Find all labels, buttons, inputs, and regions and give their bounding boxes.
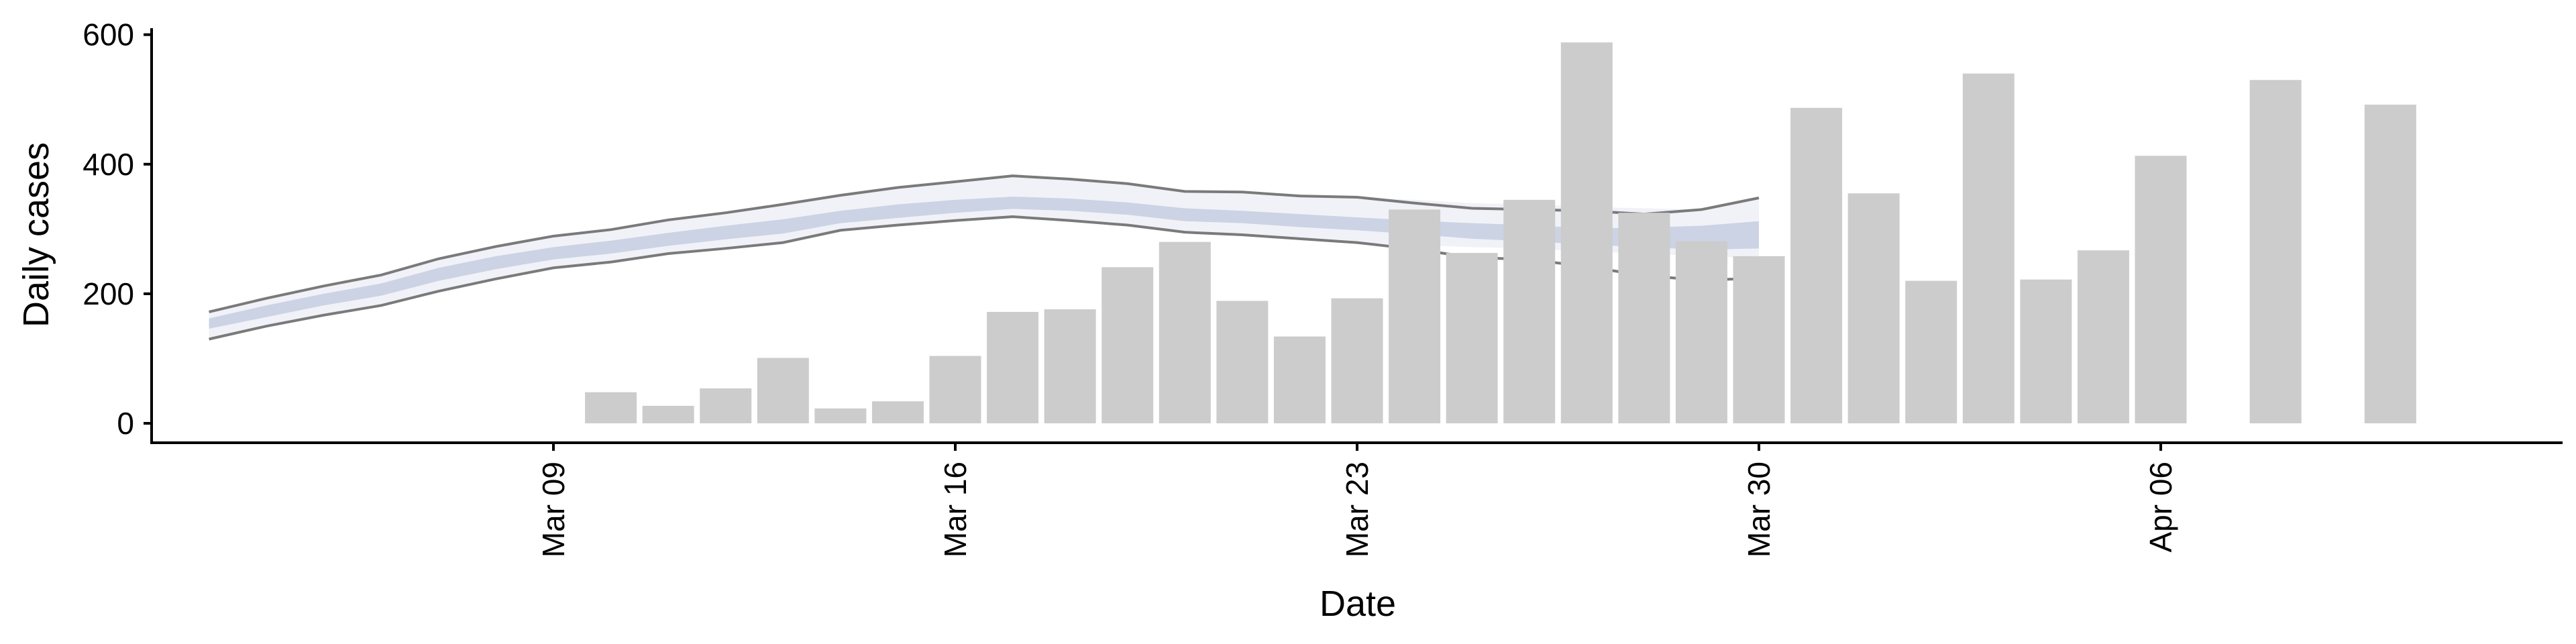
bar-2020-03-11	[642, 405, 694, 424]
bar-2020-03-19	[1102, 267, 1154, 424]
lower-bound-line	[209, 215, 1760, 341]
y-tick-label-600: 600	[83, 17, 134, 52]
bar-2020-04-03	[1962, 73, 2015, 424]
outer-interval-area	[209, 176, 1759, 339]
bar-2020-03-14	[814, 408, 867, 424]
bar-2020-04-08	[2249, 80, 2302, 424]
bar-2020-03-21	[1216, 301, 1269, 424]
bar-2020-03-24	[1389, 209, 1441, 424]
x-axis-title: Date	[1320, 584, 1396, 624]
x-tick-label-apr-06: Apr 06	[2143, 462, 2178, 553]
bar-2020-03-27	[1560, 42, 1613, 424]
bar-2020-03-16	[929, 356, 981, 424]
bars-layer	[585, 42, 2416, 424]
upper-bound-line	[209, 174, 1760, 313]
bar-2020-04-05	[2077, 250, 2129, 424]
inner-interval-area	[209, 197, 1759, 329]
bar-2020-03-22	[1273, 336, 1326, 424]
bar-2020-03-31	[1790, 107, 1843, 424]
x-tick-label-mar-16: Mar 16	[938, 462, 973, 557]
bar-2020-04-10	[2364, 104, 2416, 424]
bar-2020-03-25	[1446, 253, 1498, 424]
bar-2020-03-30	[1733, 256, 1785, 424]
y-tick-label-400: 400	[83, 147, 134, 182]
x-tick-label-mar-30: Mar 30	[1741, 462, 1776, 557]
bar-2020-03-26	[1503, 199, 1556, 424]
bar-2020-03-15	[871, 401, 924, 424]
bar-2020-03-10	[585, 392, 637, 424]
x-tick-label-mar-09: Mar 09	[536, 462, 571, 557]
bar-2020-04-06	[2135, 156, 2187, 424]
bar-2020-03-17	[987, 311, 1039, 424]
bar-2020-03-13	[757, 358, 809, 424]
y-tick-label-0: 0	[117, 406, 134, 441]
bar-2020-03-29	[1675, 241, 1727, 424]
bar-2020-03-23	[1331, 298, 1383, 424]
y-ticks: 0 200 400 600	[83, 17, 152, 441]
x-tick-label-mar-23: Mar 23	[1340, 462, 1375, 557]
bar-2020-03-20	[1159, 241, 1211, 424]
bar-2020-03-12	[700, 388, 752, 424]
bar-2020-03-28	[1618, 213, 1670, 424]
bar-2020-04-02	[1905, 280, 1957, 424]
x-ticks: Mar 09 Mar 16 Mar 23 Mar 30 Apr 06	[536, 443, 2178, 557]
bar-2020-04-01	[1847, 193, 1900, 424]
y-tick-label-200: 200	[83, 276, 134, 311]
y-axis-title: Daily cases	[16, 142, 56, 327]
estimate-band-layer	[209, 174, 1760, 341]
bar-2020-03-18	[1044, 309, 1096, 424]
bar-2020-04-04	[2020, 279, 2072, 424]
